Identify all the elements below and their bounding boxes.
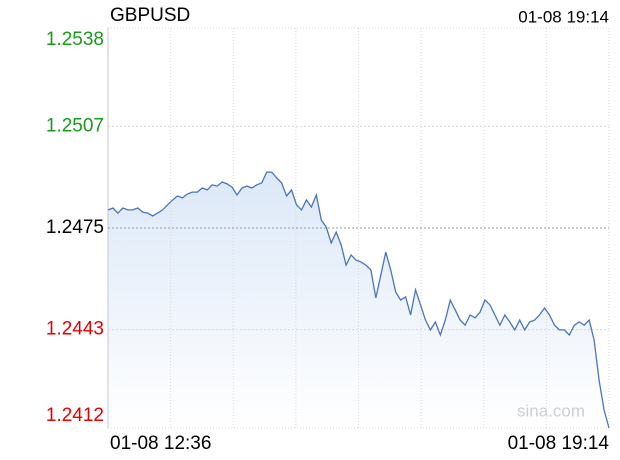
y-tick-label: 1.2475 xyxy=(46,217,104,238)
watermark: sina.com xyxy=(517,401,585,420)
y-tick-label: 1.2507 xyxy=(46,115,104,136)
chart-title: GBPUSD xyxy=(110,5,190,26)
area xyxy=(108,172,609,428)
timestamp: 01-08 19:14 xyxy=(518,7,609,26)
price-line xyxy=(107,171,610,429)
y-tick-label: 1.2412 xyxy=(46,405,104,426)
x-end-label: 01-08 19:14 xyxy=(508,433,610,454)
y-tick-label: 1.2443 xyxy=(46,319,104,340)
y-tick-label: 1.2538 xyxy=(46,29,104,50)
x-start-label: 01-08 12:36 xyxy=(110,433,211,454)
